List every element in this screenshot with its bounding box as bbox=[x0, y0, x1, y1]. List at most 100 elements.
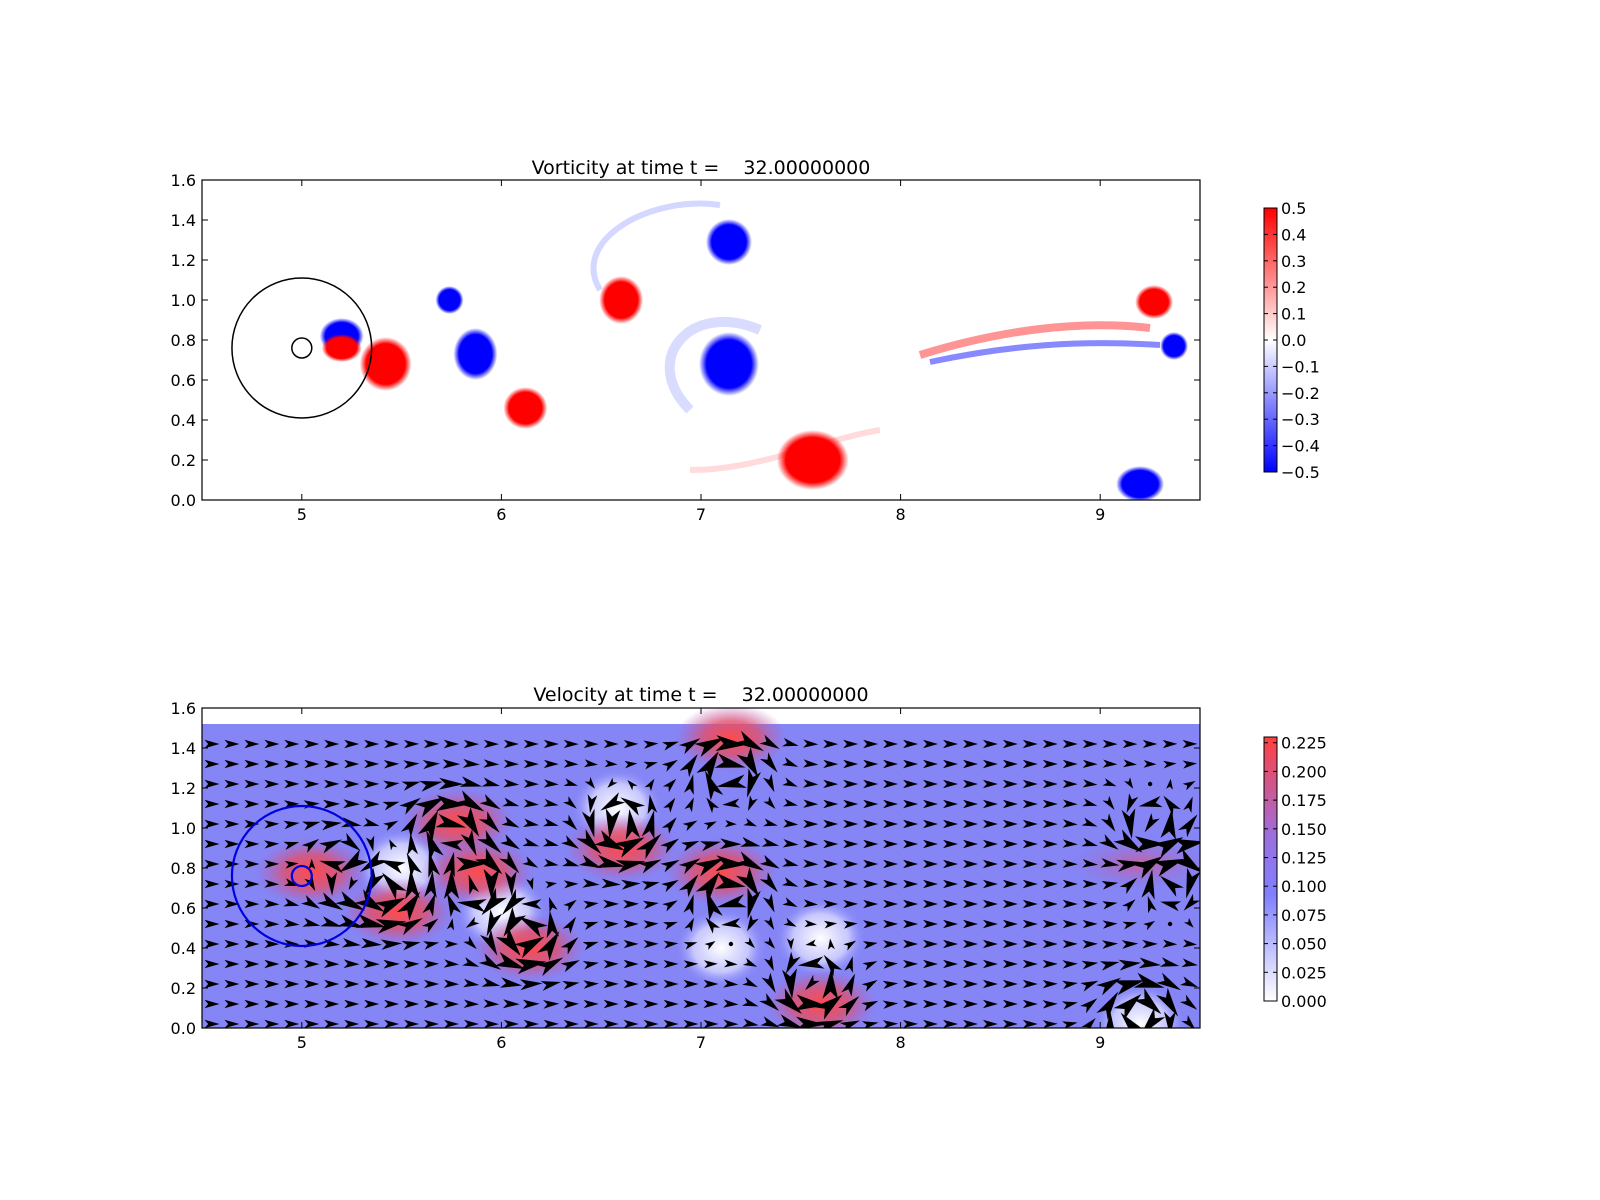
velocity-arrow bbox=[563, 899, 577, 912]
y-tick-label: 1.2 bbox=[171, 251, 196, 270]
velocity-arrow bbox=[422, 893, 436, 917]
velocity-arrow bbox=[742, 977, 758, 988]
velocity-arrow bbox=[863, 759, 879, 769]
velocity-arrow bbox=[540, 981, 561, 991]
velocity-arrow bbox=[442, 759, 461, 769]
velocity-arrow bbox=[1096, 977, 1122, 996]
vorticity-field bbox=[231, 200, 1189, 500]
velocity-arrow bbox=[903, 839, 919, 849]
domain-circle bbox=[231, 277, 373, 419]
velocity-arrow bbox=[399, 797, 421, 815]
velocity-arrow bbox=[304, 1019, 320, 1028]
velocity-arrow bbox=[1133, 988, 1162, 1014]
velocity-arrow bbox=[883, 879, 899, 889]
velocity-arrow bbox=[244, 779, 260, 789]
velocity-arrow bbox=[562, 981, 580, 990]
velocity-arrow bbox=[705, 917, 720, 934]
velocity-arrow bbox=[1101, 940, 1119, 949]
velocity-arrow bbox=[244, 899, 260, 909]
velocity-arrow bbox=[1138, 796, 1163, 808]
y-tick-label: 1.6 bbox=[171, 171, 196, 190]
velocity-arrow bbox=[382, 872, 407, 900]
velocity-arrow bbox=[264, 860, 280, 869]
velocity-arrow bbox=[1022, 899, 1038, 909]
velocity-arrow bbox=[1062, 739, 1078, 749]
colorbar-tick-label: −0.1 bbox=[1281, 357, 1320, 376]
velocity-arrow bbox=[1163, 760, 1177, 769]
velocity-arrow bbox=[364, 999, 380, 1009]
velocity-arrow bbox=[1082, 739, 1098, 749]
colorbar-tick-label: 0.4 bbox=[1281, 225, 1306, 244]
velocity-arrow bbox=[1096, 991, 1119, 1021]
velocity-arrow bbox=[364, 739, 380, 749]
velocity-arrow bbox=[523, 818, 539, 827]
velocity-arrow bbox=[1042, 980, 1058, 989]
velocity-arrow bbox=[204, 879, 220, 889]
velocity-arrow bbox=[683, 774, 694, 795]
velocity-arrow bbox=[1144, 813, 1160, 833]
velocity-arrow bbox=[783, 917, 797, 927]
velocity-arrow bbox=[683, 1019, 699, 1028]
velocity-arrow bbox=[724, 820, 737, 828]
x-tick-label: 6 bbox=[496, 1033, 506, 1052]
y-tick-label: 1.0 bbox=[171, 291, 196, 310]
velocity-arrow bbox=[344, 1019, 360, 1028]
y-tick-label: 1.0 bbox=[171, 819, 196, 838]
velocity-arrow bbox=[323, 959, 340, 969]
velocity-arrow bbox=[582, 878, 600, 888]
velocity-arrow bbox=[661, 759, 678, 772]
velocity-arrow bbox=[627, 780, 638, 791]
velocity-arrow bbox=[883, 819, 899, 829]
velocity-arrow bbox=[923, 1019, 938, 1028]
velocity-arrow bbox=[481, 887, 507, 916]
positive-vortex bbox=[776, 430, 849, 490]
velocity-arrow bbox=[716, 774, 747, 788]
colorbar-tick-label: 0.150 bbox=[1281, 820, 1327, 839]
velocity-arrow bbox=[502, 797, 520, 807]
velocity-arrow bbox=[284, 759, 300, 769]
velocity-arrow bbox=[661, 817, 677, 834]
x-tick-label: 8 bbox=[896, 505, 906, 524]
velocity-arrow bbox=[204, 839, 220, 849]
vorticity-title: Vorticity at time t = 32.00000000 bbox=[532, 157, 871, 179]
velocity-arrow bbox=[560, 960, 580, 973]
velocity-arrow bbox=[694, 737, 725, 757]
velocity-arrow bbox=[563, 759, 579, 768]
velocity-arrow bbox=[264, 999, 280, 1009]
velocity-arrow bbox=[324, 979, 340, 989]
velocity-arrow bbox=[1081, 1018, 1096, 1028]
positive-vortex bbox=[1135, 285, 1174, 319]
vortex-sheet-arc bbox=[664, 317, 762, 414]
velocity-arrow bbox=[720, 838, 742, 850]
velocity-arrow bbox=[582, 961, 599, 970]
velocity-arrow bbox=[843, 779, 859, 789]
velocity-arrow bbox=[302, 821, 321, 831]
velocity-arrow bbox=[643, 920, 659, 929]
velocity-arrow bbox=[903, 899, 919, 909]
velocity-arrow bbox=[301, 895, 321, 909]
velocity-arrow bbox=[763, 818, 778, 827]
velocity-arrow bbox=[383, 820, 399, 831]
velocity-arrow bbox=[603, 739, 619, 749]
velocity-arrow bbox=[883, 919, 899, 929]
velocity-arrow bbox=[1101, 881, 1119, 890]
velocity-arrow bbox=[623, 939, 639, 949]
velocity-arrow bbox=[923, 799, 938, 809]
velocity-arrow bbox=[578, 854, 602, 869]
velocity-arrow bbox=[304, 759, 320, 769]
colorbar-tick-label: 0.200 bbox=[1281, 762, 1327, 781]
velocity-arrow bbox=[723, 959, 738, 968]
velocity-arrow bbox=[284, 779, 300, 789]
velocity-arrow bbox=[384, 999, 400, 1009]
velocity-arrow bbox=[264, 840, 280, 849]
velocity-arrow bbox=[1002, 819, 1018, 829]
velocity-arrow bbox=[456, 899, 487, 913]
velocity-arrow bbox=[419, 780, 443, 792]
velocity-arrow bbox=[663, 797, 676, 813]
velocity-arrow bbox=[683, 999, 699, 1009]
velocity-arrow bbox=[463, 999, 480, 1008]
velocity-arrow bbox=[1002, 759, 1018, 769]
velocity-arrow bbox=[264, 799, 280, 809]
velocity-arrow bbox=[862, 941, 878, 950]
velocity-arrow bbox=[805, 939, 817, 947]
